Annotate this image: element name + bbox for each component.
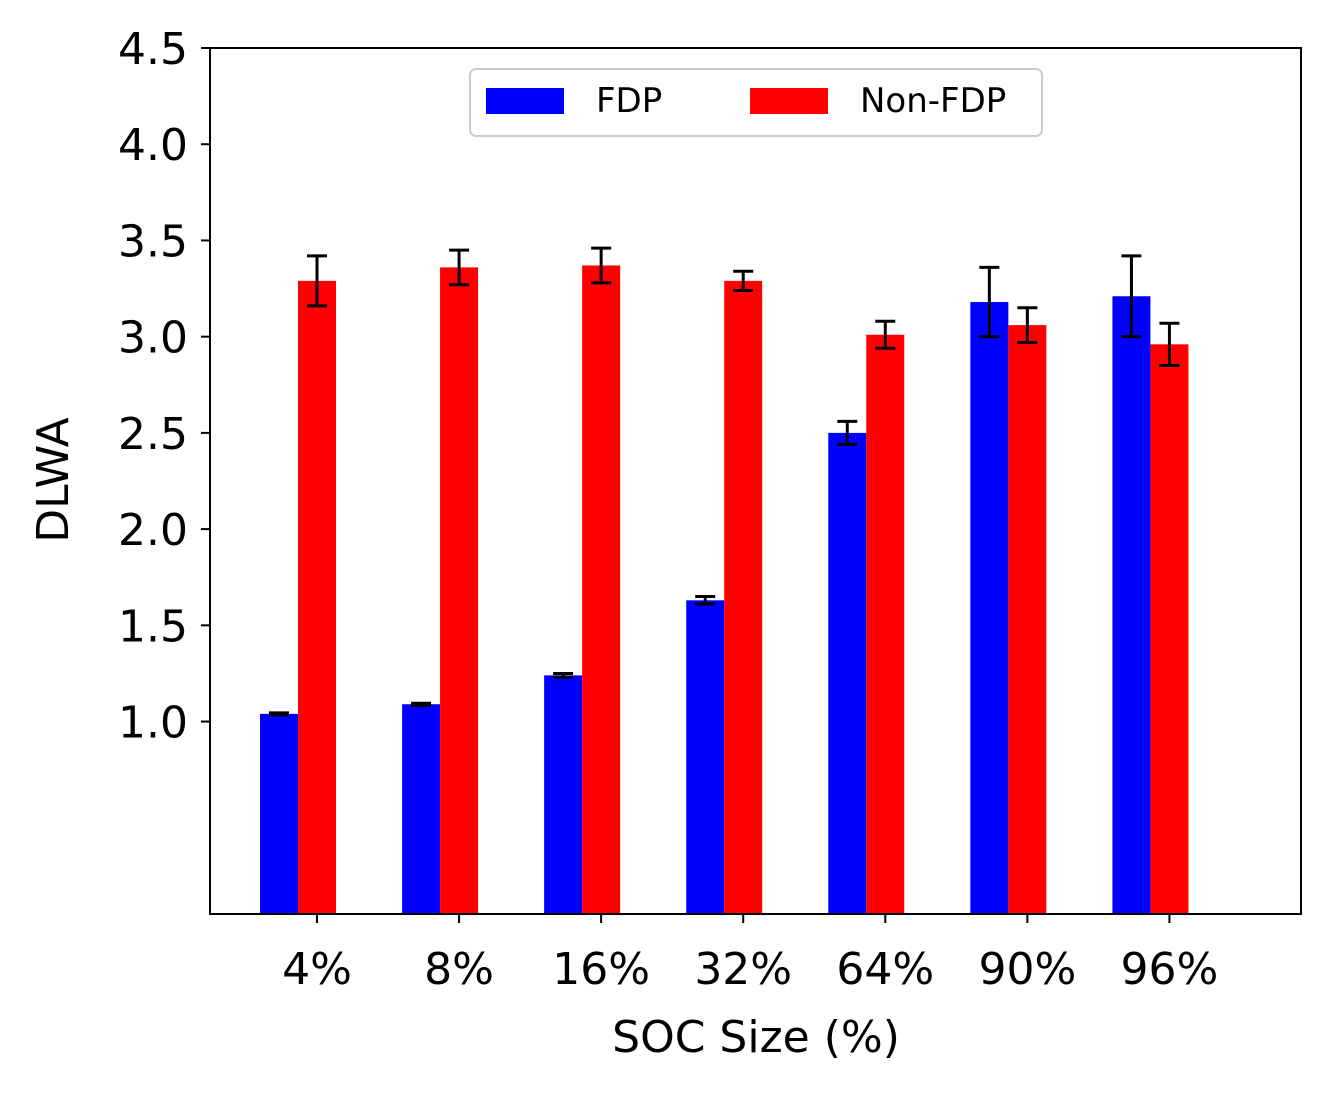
legend-label-fdp: FDP [596,81,662,121]
bar-non-fdp-2 [582,265,621,914]
x-tick-label-5: 90% [978,944,1076,995]
legend-swatch-non-fdp [750,88,828,114]
bar-non-fdp-3 [724,280,763,914]
x-tick-label-3: 32% [694,944,792,995]
legend: FDP Non-FDP [469,68,1043,137]
y-tick-label-1: 1.5 [118,601,188,652]
plot-frame [209,47,1302,915]
bar-fdp-6 [1112,296,1151,915]
y-axis-label: DLWA [28,417,79,543]
y-tick-label-5: 3.5 [118,216,188,267]
y-tick-label-7: 4.5 [118,24,188,75]
x-tick-label-0: 4% [282,944,352,995]
bar-non-fdp-0 [298,280,336,914]
y-tick-label-6: 4.0 [118,120,188,171]
legend-label-non-fdp: Non-FDP [860,81,1006,121]
bar-non-fdp-1 [440,267,479,914]
x-axis: 4% 8% 16% 32% 64% 90% 96% [282,914,1218,995]
x-tick-label-6: 96% [1121,944,1219,995]
x-tick-label-1: 8% [424,944,494,995]
x-tick-label-2: 16% [552,944,650,995]
legend-swatch-fdp [486,88,564,114]
y-tick-label-3: 2.5 [118,409,188,460]
y-axis: 1.0 1.5 2.0 2.5 3.0 3.5 4.0 4.5 [118,24,210,749]
y-tick-label-2: 2.0 [118,505,188,556]
bar-fdp-4 [828,432,867,914]
y-tick-label-4: 3.0 [118,313,188,364]
bar-fdp-1 [402,704,441,914]
y-tick-label-0: 1.0 [118,698,188,749]
bars-layer [260,265,1189,915]
bar-non-fdp-6 [1150,344,1189,914]
bar-fdp-0 [260,713,298,914]
error-bars-layer [269,246,1180,717]
bar-non-fdp-4 [866,334,905,915]
bar-fdp-5 [970,302,1009,914]
bar-fdp-3 [686,600,725,914]
bar-fdp-2 [544,675,583,914]
x-axis-label: SOC Size (%) [612,1012,900,1063]
x-tick-label-4: 64% [836,944,934,995]
bar-non-fdp-5 [1008,325,1047,914]
